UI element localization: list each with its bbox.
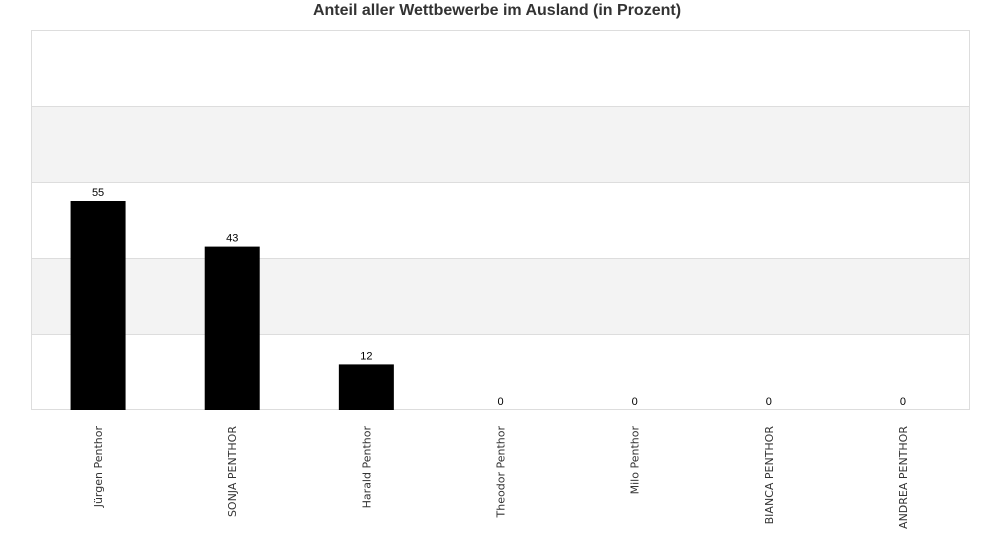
plot-area-border bbox=[31, 30, 970, 410]
bar-value-label: 12 bbox=[360, 350, 372, 362]
bar-value-label: 0 bbox=[766, 396, 772, 408]
plot-band bbox=[31, 258, 970, 334]
bar-value-label: 0 bbox=[497, 396, 503, 408]
bar[interactable] bbox=[204, 246, 260, 410]
bar[interactable] bbox=[338, 364, 394, 410]
chart-title: Anteil aller Wettbewerbe im Ausland (in … bbox=[312, 2, 682, 19]
bars bbox=[70, 201, 394, 410]
category-label: ANDREA PENTHOR bbox=[897, 426, 910, 529]
bar[interactable] bbox=[70, 201, 126, 410]
category-label: Milo Penthor bbox=[629, 426, 642, 495]
plot-bands bbox=[31, 106, 970, 334]
plot-band bbox=[31, 106, 970, 182]
bar-value-label: 0 bbox=[632, 396, 638, 408]
bar-value-label: 55 bbox=[92, 187, 104, 199]
bar-value-labels: 55 43 12 0 0 0 0 bbox=[92, 187, 906, 408]
category-labels: Jürgen Penthor SONJA PENTHOR Harald Pentho… bbox=[92, 426, 910, 529]
bar-value-label: 43 bbox=[226, 233, 238, 245]
category-label: Theodor Penthor bbox=[495, 426, 508, 519]
category-label: Jürgen Penthor bbox=[92, 426, 105, 509]
gridlines bbox=[31, 106, 970, 335]
bar-value-label: 0 bbox=[900, 396, 906, 408]
category-label: SONJA PENTHOR bbox=[226, 426, 239, 517]
category-label: BIANCA PENTHOR bbox=[763, 426, 776, 525]
category-label: Harald Penthor bbox=[360, 426, 373, 509]
